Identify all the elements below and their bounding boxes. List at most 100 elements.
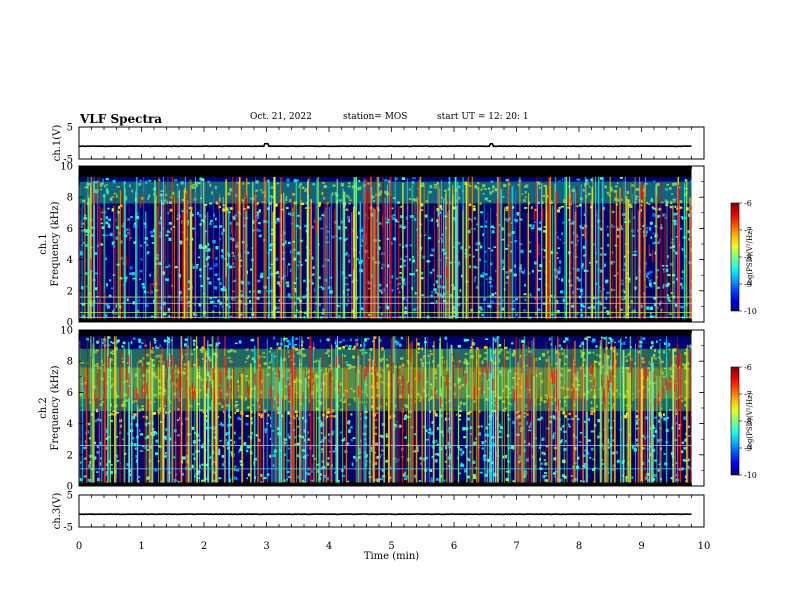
intense-core [142,361,145,373]
noise-speckle [370,446,373,450]
noise-speckle [434,410,436,414]
noise-speckle [405,298,408,302]
noise-speckle [159,344,161,348]
noise-speckle [311,273,315,276]
noise-speckle [590,412,594,416]
noise-speckle [606,291,610,295]
noise-speckle [302,480,305,483]
noise-speckle [430,477,433,481]
noise-speckle [85,243,88,247]
intense-core [228,380,230,393]
intense-core [657,393,660,406]
intense-core [84,256,87,269]
intense-core [352,257,355,270]
noise-speckle [474,276,477,279]
noise-speckle [146,477,149,480]
noise-speckle [452,305,455,310]
noise-speckle [628,219,631,223]
noise-speckle [475,248,479,251]
noise-speckle [662,268,665,270]
noise-speckle [483,346,488,349]
noise-speckle [467,411,470,415]
noise-speckle [337,304,340,308]
noise-speckle [510,445,515,449]
noise-speckle [192,266,196,269]
noise-speckle [209,456,212,459]
noise-speckle [649,253,652,256]
noise-speckle [491,249,494,252]
noise-speckle [168,437,173,441]
noise-speckle [107,207,110,210]
intense-core [286,265,289,277]
noise-speckle [608,337,612,340]
noise-speckle [85,285,88,288]
intense-core [302,392,304,405]
noise-speckle [139,179,142,183]
noise-speckle [346,302,349,307]
noise-speckle [286,178,290,182]
noise-speckle [484,273,488,276]
noise-speckle [105,437,109,440]
noise-speckle [221,248,224,253]
noise-speckle [505,270,509,274]
noise-speckle [217,451,221,455]
noise-speckle [583,213,586,216]
noise-speckle [651,206,654,209]
noise-speckle [420,271,424,275]
noise-speckle [399,257,403,261]
noise-speckle [452,206,456,210]
noise-speckle [110,470,114,475]
noise-speckle [540,416,543,420]
noise-speckle [640,204,643,207]
noise-speckle [259,274,264,279]
noise-speckle [198,214,202,217]
noise-speckle [302,416,305,420]
noise-speckle [669,262,674,266]
intense-core [533,208,535,221]
intense-core [651,250,654,263]
noise-speckle [304,259,308,262]
noise-speckle [562,242,566,244]
noise-speckle [458,414,462,417]
noise-speckle [403,226,407,228]
noise-speckle [671,451,674,455]
noise-speckle [616,226,619,228]
noise-speckle [229,237,234,241]
noise-speckle [515,313,518,316]
noise-speckle [113,308,116,311]
noise-speckle [142,415,146,418]
noise-speckle [531,269,534,273]
noise-speckle [412,177,416,179]
y-tick-label: -5 [63,155,73,166]
y-tick-label: 8 [67,193,73,204]
intense-core [102,208,104,221]
y-tick-label: 10 [60,326,73,337]
y-axis-label: Frequency (kHz) [50,201,61,286]
noise-speckle [239,289,243,293]
noise-speckle [581,263,584,267]
noise-speckle [420,203,424,207]
intense-core [495,397,497,410]
noise-speckle [344,226,348,229]
noise-speckle [296,297,300,300]
intense-core [504,356,506,369]
noise-speckle [365,460,368,463]
noise-speckle [348,428,351,431]
noise-speckle [323,474,327,478]
noise-speckle [220,305,223,308]
noise-speckle [642,447,646,450]
intense-core [535,291,538,304]
noise-speckle [569,272,572,275]
noise-speckle [577,278,582,282]
intense-core [574,361,576,374]
noise-speckle [320,440,323,443]
intense-core [277,365,280,378]
noise-speckle [380,312,384,316]
noise-speckle [563,447,567,452]
x-tick-label: 3 [263,541,269,552]
noise-speckle [480,274,484,278]
noise-speckle [435,291,438,294]
intense-core [141,385,143,398]
noise-speckle [395,460,398,463]
noise-speckle [165,266,169,269]
